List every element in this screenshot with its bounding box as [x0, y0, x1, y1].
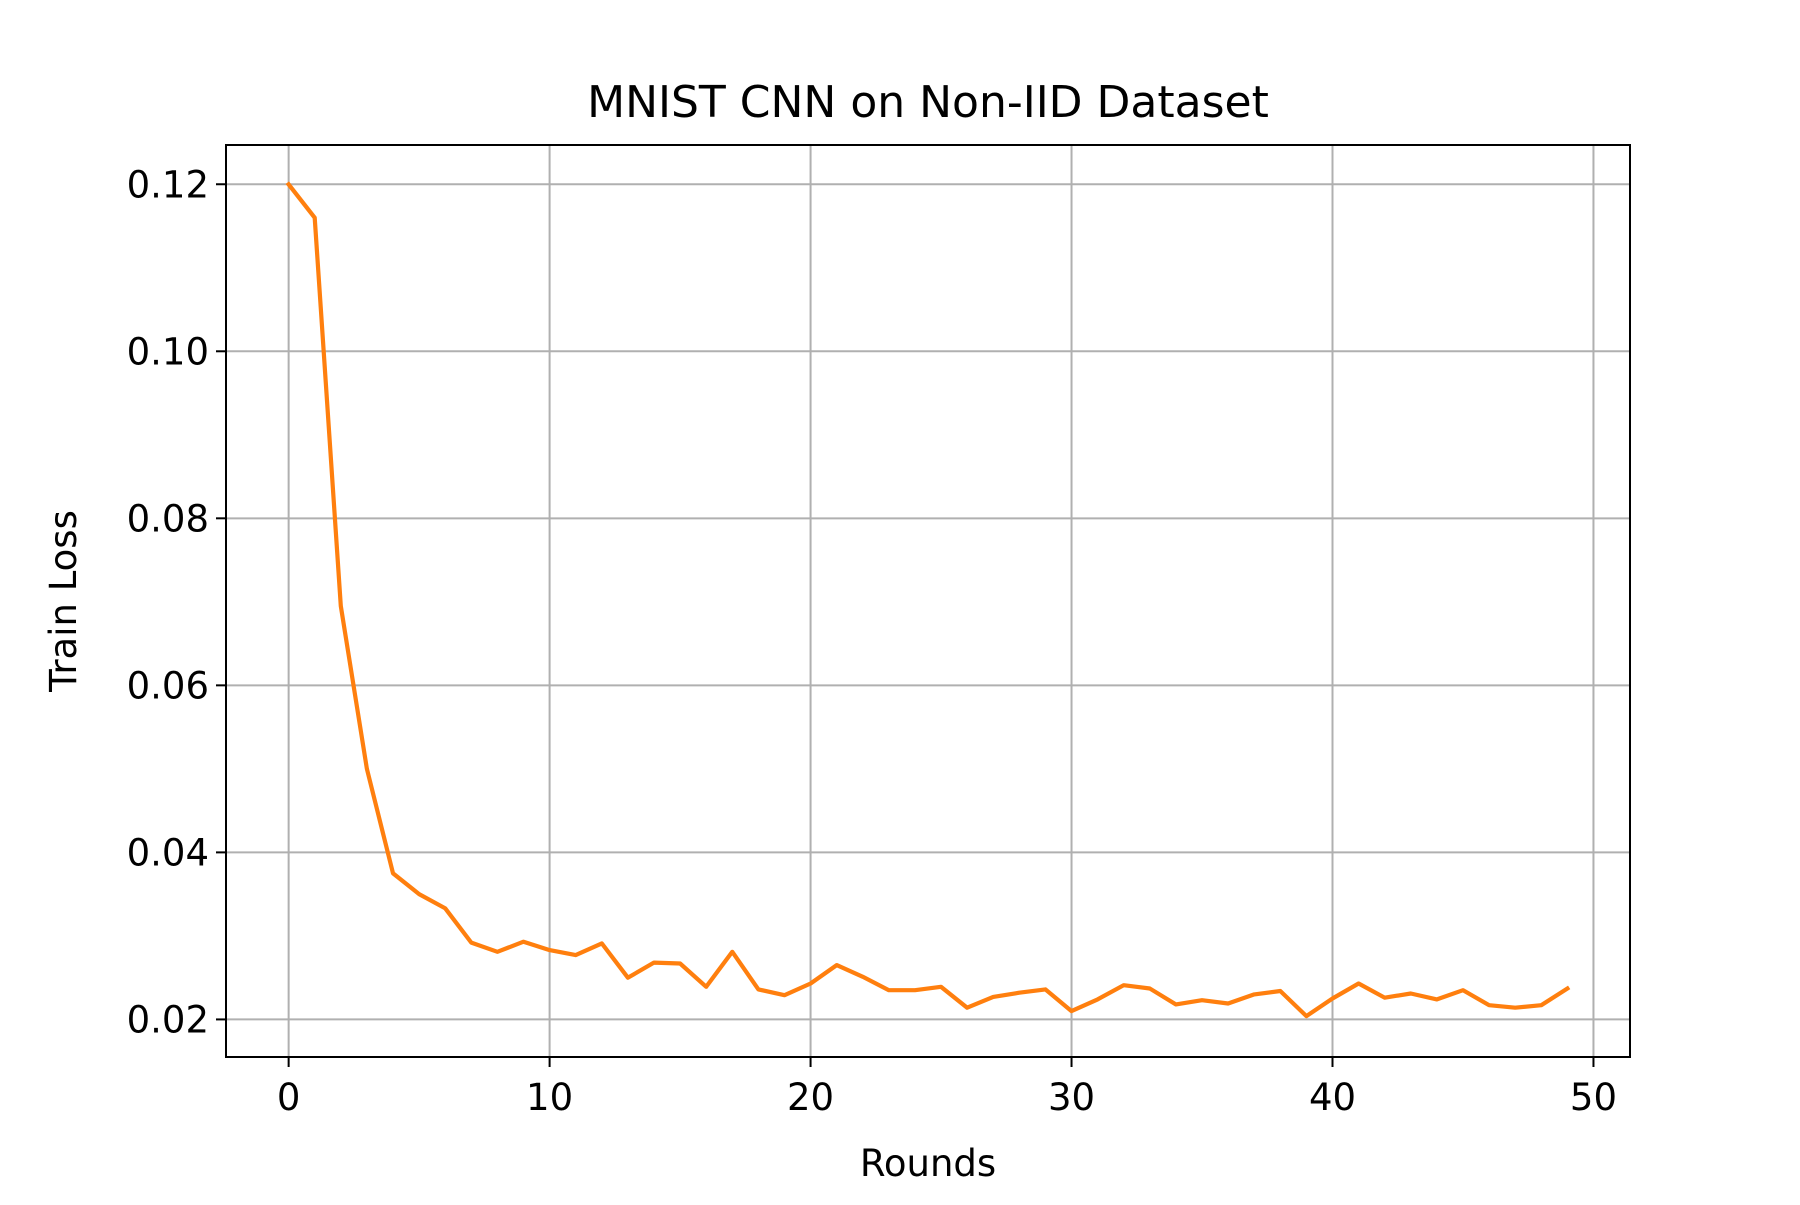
y-tick-label: 0.10 — [127, 330, 209, 373]
y-tick-label: 0.02 — [127, 998, 209, 1041]
y-axis-label: Train Loss — [42, 510, 85, 693]
y-tick-label: 0.04 — [127, 831, 209, 874]
x-tick-label: 10 — [526, 1076, 573, 1119]
y-tick-label: 0.06 — [127, 664, 209, 707]
series-line — [285, 181, 1571, 1019]
x-tick-label: 30 — [1048, 1076, 1095, 1119]
series-layer — [285, 181, 1571, 1019]
plot-frame — [225, 144, 1631, 1058]
x-tick-label: 20 — [787, 1076, 834, 1119]
x-tick-label: 0 — [277, 1076, 301, 1119]
y-tick-label: 0.08 — [127, 497, 209, 540]
y-tick-label: 0.12 — [127, 163, 209, 206]
grid — [226, 145, 1630, 1057]
x-tick-label: 40 — [1309, 1076, 1356, 1119]
chart-title: MNIST CNN on Non-IID Dataset — [587, 77, 1269, 128]
x-tick-label: 50 — [1570, 1076, 1617, 1119]
x-axis: 0 10 20 30 40 50 — [277, 1057, 1617, 1119]
x-axis-label: Rounds — [860, 1142, 996, 1185]
y-axis: 0.02 0.04 0.06 0.08 0.10 0.12 — [127, 163, 226, 1041]
